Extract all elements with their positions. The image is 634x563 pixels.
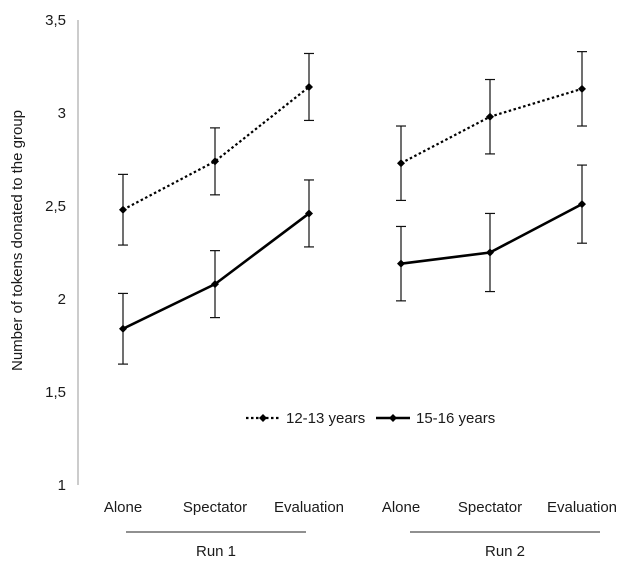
y-tick-label: 2: [58, 291, 66, 308]
data-point: [211, 157, 219, 166]
data-point: [397, 159, 405, 168]
x-category-label: Evaluation: [274, 499, 344, 516]
x-category-label: Spectator: [183, 499, 247, 516]
x-category-labels: Alone Spectator Evaluation Alone Spectator Ev…: [104, 499, 617, 516]
group-label: Run 1: [196, 543, 236, 560]
data-point: [486, 112, 494, 121]
x-category-label: Alone: [104, 499, 142, 516]
series-line-12-13: [400, 87, 583, 165]
y-tick-label: 3: [58, 105, 66, 122]
y-tick-label: 1: [58, 477, 66, 494]
data-point: [578, 84, 586, 93]
x-category-label: Spectator: [458, 499, 522, 516]
x-category-label: Evaluation: [547, 499, 617, 516]
y-tick-label: 2,5: [45, 198, 66, 215]
group-label: Run 2: [485, 543, 525, 560]
data-point: [397, 259, 405, 268]
series-line-15-16: [122, 212, 310, 330]
legend: 12-13 years 15-16 years: [246, 410, 495, 427]
data-points: [119, 82, 586, 333]
y-tick-label: 3,5: [45, 12, 66, 29]
x-group-labels: Run 1 Run 2: [126, 531, 600, 560]
y-axis-label: Number of tokens donated to the group: [9, 110, 26, 371]
series-line-12-13: [122, 86, 310, 211]
data-point: [119, 324, 127, 333]
y-tick-label: 1,5: [45, 384, 66, 401]
data-point: [305, 82, 313, 91]
data-point: [119, 205, 127, 214]
data-point: [211, 280, 219, 289]
legend-marker: [259, 414, 267, 422]
error-bars: [118, 51, 587, 365]
data-point: [486, 248, 494, 257]
y-tick-labels: 1 1,5 2 2,5 3 3,5: [45, 12, 66, 494]
series-lines: [122, 86, 583, 330]
legend-marker: [389, 414, 397, 422]
legend-label: 15-16 years: [416, 410, 495, 427]
legend-label: 12-13 years: [286, 410, 365, 427]
x-category-label: Alone: [382, 499, 420, 516]
data-point: [578, 200, 586, 209]
data-point: [305, 209, 313, 218]
